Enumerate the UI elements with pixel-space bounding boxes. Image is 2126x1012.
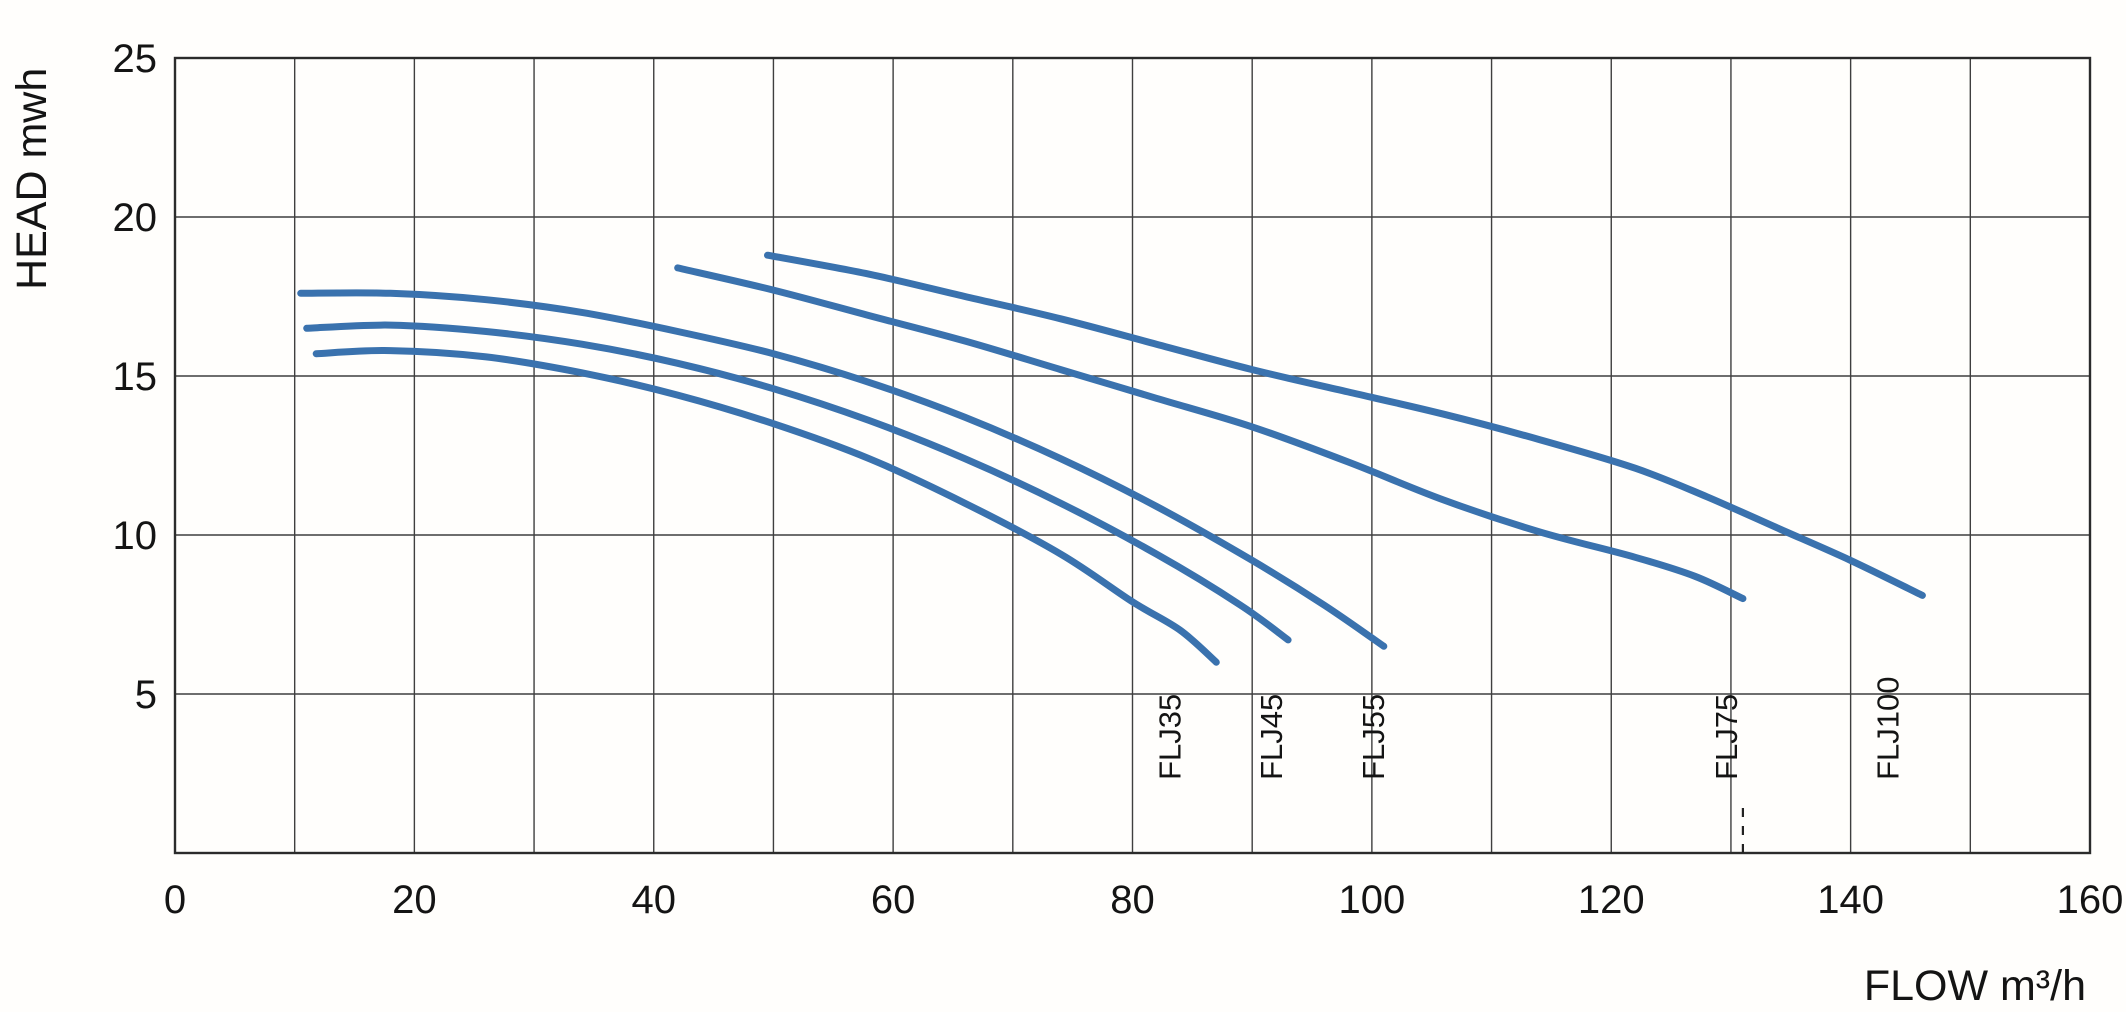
curve-flj75 <box>674 264 1747 603</box>
x-tick-label: 20 <box>392 878 437 922</box>
curve-label-flj35: FLJ35 <box>1152 694 1187 780</box>
y-axis-title: HEAD mwh <box>8 68 56 290</box>
curve-flj100 <box>764 251 1926 599</box>
x-tick-labels: 0 20 40 60 80 100 120 140 160 <box>164 878 2124 922</box>
x-tick-label: 140 <box>1817 878 1884 922</box>
curve-label-flj75: FLJ75 <box>1709 694 1744 780</box>
y-tick-label: 25 <box>113 37 158 81</box>
curve-label-flj100: FLJ100 <box>1871 676 1906 779</box>
y-tick-labels: 5 10 15 20 25 <box>113 37 158 717</box>
curve-label-flj45: FLJ45 <box>1254 694 1289 780</box>
x-tick-label: 80 <box>1110 878 1155 922</box>
curve-label-flj55: FLJ55 <box>1356 694 1391 780</box>
x-tick-label: 120 <box>1578 878 1645 922</box>
curve-flj55 <box>297 289 1388 650</box>
x-tick-label: 40 <box>632 878 677 922</box>
plot-frame <box>173 56 2092 855</box>
pump-curves: FLJ35 FLJ45 FLJ55 FLJ75 FLJ100 <box>297 251 1926 780</box>
y-tick-label: 5 <box>135 673 157 717</box>
y-tick-label: 15 <box>113 355 158 399</box>
curve-flj35 <box>312 347 1220 666</box>
x-tick-label: 0 <box>164 878 186 922</box>
curve-flj45 <box>303 321 1292 644</box>
y-tick-label: 20 <box>113 196 158 240</box>
x-tick-label: 160 <box>2057 878 2124 922</box>
y-tick-label: 10 <box>113 514 158 558</box>
x-tick-label: 100 <box>1339 878 1406 922</box>
x-tick-label: 60 <box>871 878 916 922</box>
grid-lines <box>175 58 2090 853</box>
x-axis-title: FLOW m³/h <box>1864 962 2086 1010</box>
